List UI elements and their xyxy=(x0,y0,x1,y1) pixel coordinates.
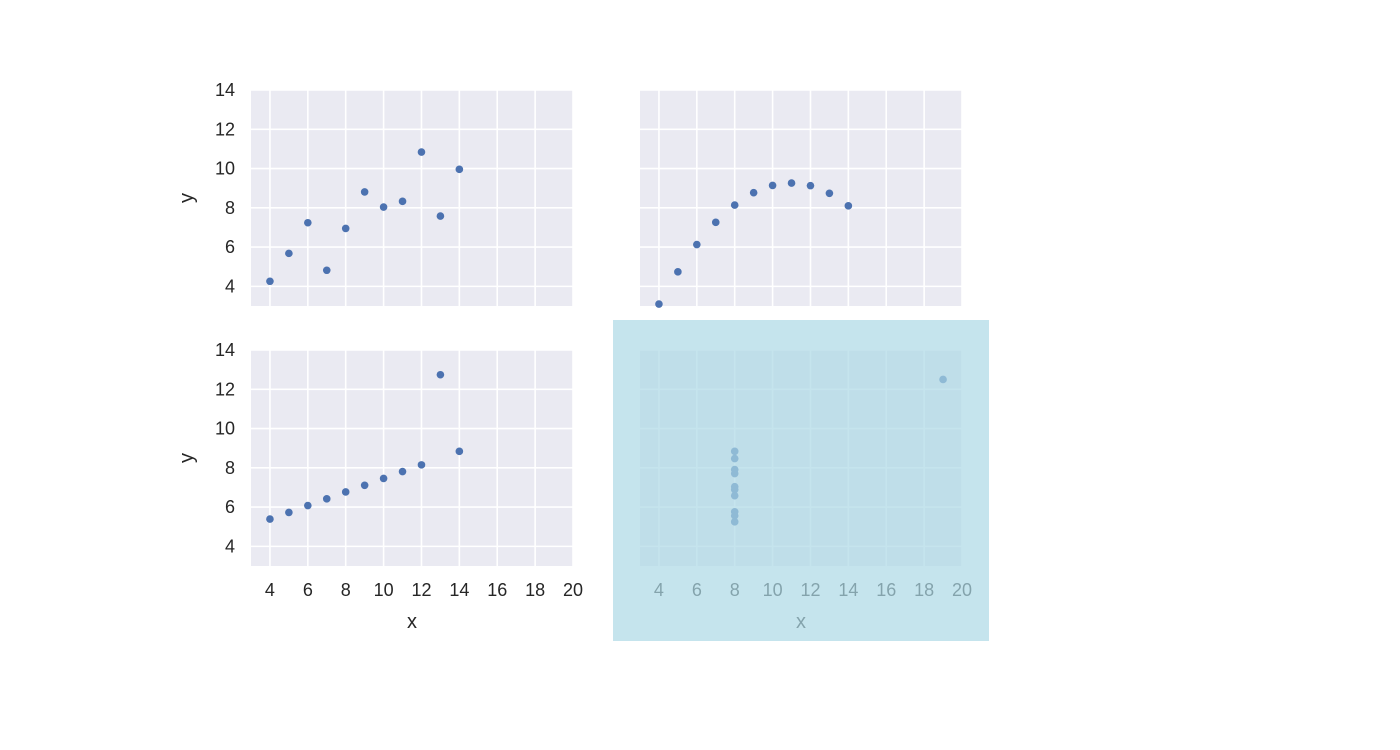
data-point xyxy=(285,508,293,517)
data-point xyxy=(285,249,293,258)
y-tick-label: 12 xyxy=(215,119,235,139)
data-point xyxy=(455,165,464,174)
data-point xyxy=(749,188,758,197)
y-tick-label: 6 xyxy=(225,237,235,257)
data-point xyxy=(730,201,739,209)
data-point xyxy=(417,148,426,156)
y-tick-label: 6 xyxy=(225,497,235,517)
data-point xyxy=(806,181,815,190)
panel-highlight-overlay xyxy=(613,320,989,641)
data-point xyxy=(266,277,274,286)
data-point xyxy=(711,218,720,227)
x-tick-label: 18 xyxy=(525,580,545,600)
y-axis-label: y xyxy=(176,453,198,463)
data-point xyxy=(341,224,350,233)
data-point xyxy=(322,495,331,503)
data-point xyxy=(417,461,426,469)
data-point xyxy=(360,481,369,490)
y-tick-label: 10 xyxy=(215,159,235,179)
data-point xyxy=(436,370,445,379)
x-tick-label: 12 xyxy=(411,580,431,600)
y-axis-label: y xyxy=(176,193,198,203)
data-point xyxy=(379,203,388,211)
axes-background xyxy=(251,350,573,566)
data-point xyxy=(398,467,407,476)
y-tick-label: 14 xyxy=(215,80,235,100)
data-point xyxy=(655,300,663,308)
y-tick-label: 8 xyxy=(225,198,235,218)
data-point xyxy=(304,218,312,227)
y-tick-label: 4 xyxy=(225,276,235,296)
x-tick-label: 20 xyxy=(563,580,583,600)
x-tick-label: 10 xyxy=(374,580,394,600)
data-point xyxy=(322,266,331,275)
y-tick-label: 12 xyxy=(215,379,235,399)
y-tick-label: 8 xyxy=(225,458,235,478)
data-point xyxy=(844,202,853,210)
data-point xyxy=(455,447,464,456)
panel-bottom-left: 4 6 8 10 12 14 16 18 20 4 6 8 10 12 14 x y xyxy=(176,340,583,633)
x-tick-label: 14 xyxy=(449,580,469,600)
x-tick-label: 6 xyxy=(303,580,313,600)
data-point xyxy=(693,240,701,249)
data-point xyxy=(341,488,350,496)
data-point xyxy=(436,212,445,220)
data-point xyxy=(768,181,777,190)
x-tick-label: 16 xyxy=(487,580,507,600)
panel-top-left: 4 6 8 10 12 14 y xyxy=(176,80,574,306)
y-tick-label: 4 xyxy=(225,536,235,556)
x-axis-label: x xyxy=(407,611,417,633)
data-point xyxy=(360,188,369,196)
data-point xyxy=(304,501,312,510)
axes-background xyxy=(640,90,962,306)
data-point xyxy=(398,197,407,206)
data-point xyxy=(674,268,682,276)
data-point xyxy=(379,474,388,483)
y-tick-label: 14 xyxy=(215,340,235,360)
axes-background xyxy=(251,90,573,306)
y-tick-label: 10 xyxy=(215,419,235,439)
x-tick-label: 4 xyxy=(265,580,275,600)
data-point xyxy=(825,189,834,198)
data-point xyxy=(787,179,796,187)
panel-top-right xyxy=(640,89,963,308)
data-point xyxy=(266,515,274,523)
x-tick-label: 8 xyxy=(341,580,351,600)
